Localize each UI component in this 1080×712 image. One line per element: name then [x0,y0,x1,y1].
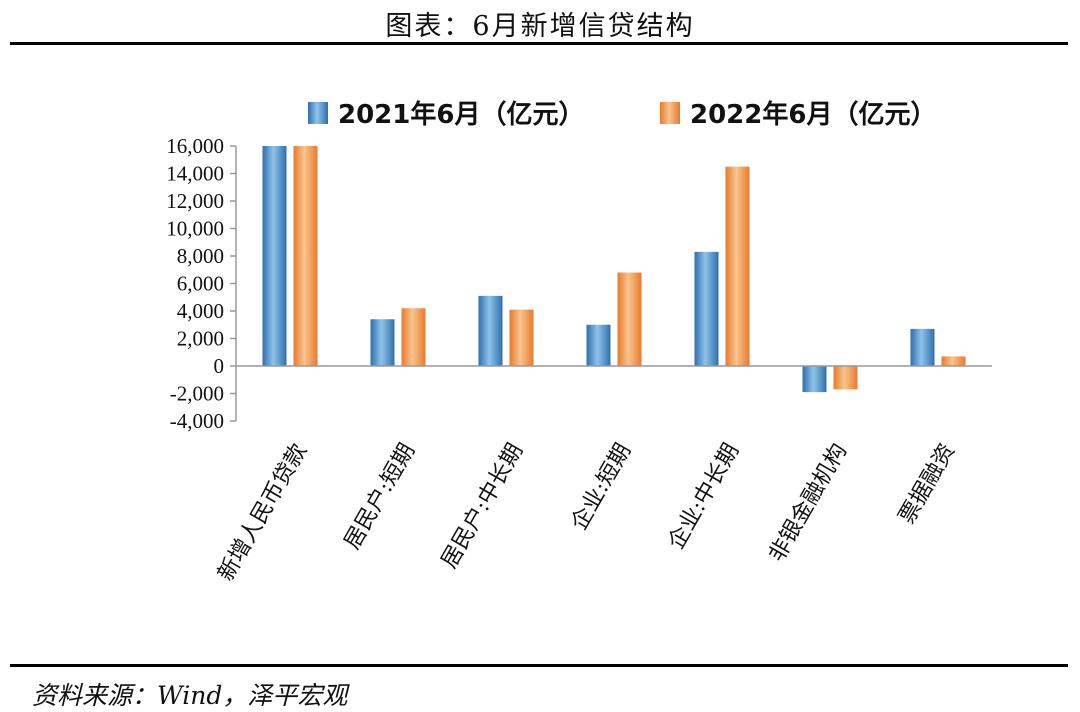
y-tick-label: 0 [214,354,225,378]
y-tick-label: 16,000 [166,134,224,158]
y-tick-label: 8,000 [177,244,224,268]
y-tick-label: -2,000 [170,382,224,406]
legend-swatch-1 [308,102,328,124]
bar-2022-3 [509,309,534,366]
y-tick-label: -4,000 [170,409,224,433]
x-axis: 新增人民币贷款 居民户:短期 居民户:中长期 企业:短期 企业:中长期 非银金融机构 票据融… [214,365,992,586]
bar-2021-1 [262,146,287,366]
bars [262,146,966,393]
bar-2021-5 [694,251,719,366]
y-tick-label: 4,000 [177,299,224,323]
y-tick-label: 10,000 [166,217,224,241]
x-category-label: 新增人民币贷款 [214,440,313,586]
legend-label-1: 2021年6月（亿元） [338,99,584,130]
y-tick-label: 2,000 [177,327,224,351]
x-category-label: 票据融资 [895,440,961,529]
x-category-label: 企业:短期 [567,440,636,535]
figure-title: 图表：6月新增信贷结构 [385,11,695,42]
source-note: 资料来源：Wind，泽平宏观 [32,681,348,710]
bar-2021-2 [370,319,395,366]
bar-2022-4 [617,272,642,366]
x-category-label: 居民户:短期 [340,440,420,554]
y-tick-label: 6,000 [177,272,224,296]
bar-2021-6 [802,366,827,393]
bottom-rule [10,664,1068,667]
bar-2022-7 [941,356,966,366]
y-tick-label: 14,000 [166,162,224,186]
bar-2022-6 [833,366,858,390]
bar-2021-4 [586,324,611,366]
x-category-label: 非银金融机构 [765,440,853,567]
bar-2022-5 [725,166,750,366]
legend-swatch-2 [660,102,680,124]
bar-2022-1 [293,146,318,366]
top-rule [10,42,1068,45]
y-tick-label: 12,000 [166,189,224,213]
x-category-label: 居民户:中长期 [437,440,528,573]
x-category-label: 企业:中长期 [664,440,744,554]
bar-2022-2 [401,308,426,366]
bar-2021-7 [910,328,935,366]
legend-label-2: 2022年6月（亿元） [690,99,936,130]
bar-2021-3 [478,295,503,366]
legend: 2021年6月（亿元） 2022年6月（亿元） [308,99,936,130]
y-axis: 16,000 14,000 12,000 10,000 8,000 6,000 4,000 2… [166,134,237,433]
